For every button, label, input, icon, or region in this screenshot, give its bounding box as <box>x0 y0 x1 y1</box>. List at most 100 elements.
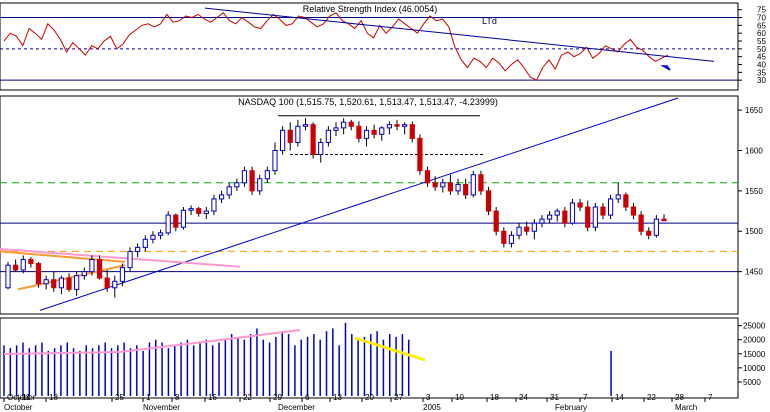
x-tick-label: 13 <box>333 393 342 402</box>
x-tick-label: 7 <box>583 393 588 402</box>
candle-up <box>333 127 339 131</box>
rsi-y-tick-label: 40 <box>757 61 766 70</box>
candle-up <box>112 280 118 289</box>
candle-down <box>485 190 492 212</box>
candle-up <box>569 202 576 224</box>
volume-trendline-yellow <box>354 336 426 362</box>
candle-down <box>28 259 34 265</box>
candle-down <box>356 125 362 139</box>
x-tick-label: 8 <box>175 393 180 402</box>
candle-down <box>96 259 103 279</box>
candle-up <box>241 170 248 184</box>
candle-up <box>203 210 209 214</box>
candle-down <box>646 230 652 236</box>
candle-down <box>585 206 591 228</box>
candle-up <box>440 182 446 188</box>
candle-up <box>119 267 126 282</box>
price-y-tick-label: 1550 <box>745 187 763 196</box>
volume-panel-frame <box>0 317 739 399</box>
candle-up <box>234 182 240 188</box>
candle-down <box>66 277 72 290</box>
candle-up <box>165 214 171 234</box>
x-tick-label: 14 <box>615 393 624 402</box>
candle-up <box>74 275 80 290</box>
rsi-y-tick-label: 30 <box>757 76 766 85</box>
x-tick-label: 31 <box>550 393 559 402</box>
candle-up <box>257 178 263 192</box>
candle-down <box>501 230 507 244</box>
price-y-tick-label: 1600 <box>745 146 763 155</box>
candle-up <box>180 209 187 228</box>
x-tick-label: 7 <box>708 393 713 402</box>
x-month-label: November <box>143 403 180 412</box>
candle-up <box>272 149 278 172</box>
x-tick-label: 18 <box>49 393 58 402</box>
rsi-panel-frame <box>0 2 739 91</box>
long-term-support-trendline <box>39 97 679 311</box>
candle-down <box>432 182 438 188</box>
x-tick-label: 1 <box>146 393 151 402</box>
candle-up <box>264 170 270 180</box>
x-tick-label: 6 <box>305 393 310 402</box>
x-tick-label: 11 <box>22 393 31 402</box>
candle-down <box>424 170 431 184</box>
price-y-axis: 1650 1600 1550 1500 1450 <box>738 106 763 277</box>
rsi-y-tick-label: 70 <box>757 14 766 23</box>
candle-up <box>218 194 225 200</box>
price-y-tick-label: 1450 <box>745 268 763 277</box>
candle-up <box>302 124 309 127</box>
rsi-series-line <box>3 12 669 81</box>
x-tick-label: 3 <box>426 393 431 402</box>
candle-up <box>188 208 194 211</box>
x-tick-label: 28 <box>675 393 684 402</box>
x-tick-label: 27 <box>394 393 403 402</box>
candle-up <box>142 238 148 248</box>
candle-down <box>623 194 629 208</box>
candle-up <box>81 271 87 277</box>
candle-up <box>58 277 64 289</box>
candle-up <box>653 218 659 236</box>
candle-up <box>280 129 286 151</box>
candle-up <box>318 141 324 156</box>
x-tick-label: 25 <box>115 393 124 402</box>
x-tick-label: 22 <box>647 393 656 402</box>
rsi-y-tick-label: 55 <box>757 37 766 46</box>
rsi-y-tick-label: 50 <box>757 45 766 54</box>
candle-up <box>135 246 141 252</box>
candle-up <box>211 198 217 212</box>
x-tick-label: 15 <box>208 393 217 402</box>
candle-up <box>546 214 553 220</box>
candle-down <box>447 182 454 192</box>
candle-up <box>127 250 133 269</box>
rsi-title: Relative Strength Index (46.0054) <box>303 4 438 14</box>
x-month-label: October <box>4 403 33 412</box>
candle-up <box>341 121 347 129</box>
candle-down <box>51 279 57 289</box>
x-month-label: 2005 <box>423 403 441 412</box>
candle-up <box>150 234 156 240</box>
price-y-tick-label: 1500 <box>745 227 763 236</box>
candle-up <box>516 226 522 236</box>
candle-up <box>470 174 476 196</box>
candle-down <box>463 183 469 196</box>
candle-down <box>196 208 202 214</box>
price-panel-frame <box>0 95 739 315</box>
candle-down <box>249 170 255 192</box>
rsi-y-tick-label: 65 <box>757 21 766 30</box>
candle-down <box>600 206 606 216</box>
candle-down <box>577 202 583 208</box>
rsi-plot <box>0 7 738 81</box>
candle-up <box>402 124 408 127</box>
candle-up <box>226 186 232 196</box>
volume-y-tick-label: 10000 <box>743 364 766 373</box>
volume-y-tick-label: 15000 <box>743 350 766 359</box>
candle-up <box>615 194 621 200</box>
x-month-label: March <box>675 403 697 412</box>
candle-down <box>394 124 400 127</box>
candle-up <box>508 234 515 244</box>
rsi-downtrend-line <box>204 7 715 62</box>
candle-down <box>13 264 19 271</box>
price-y-tick-label: 1650 <box>745 106 763 115</box>
price-title: NASDAQ 100 (1,515.75, 1,520.61, 1,513.47… <box>238 97 498 107</box>
volume-y-tick-label: 5000 <box>743 378 761 387</box>
